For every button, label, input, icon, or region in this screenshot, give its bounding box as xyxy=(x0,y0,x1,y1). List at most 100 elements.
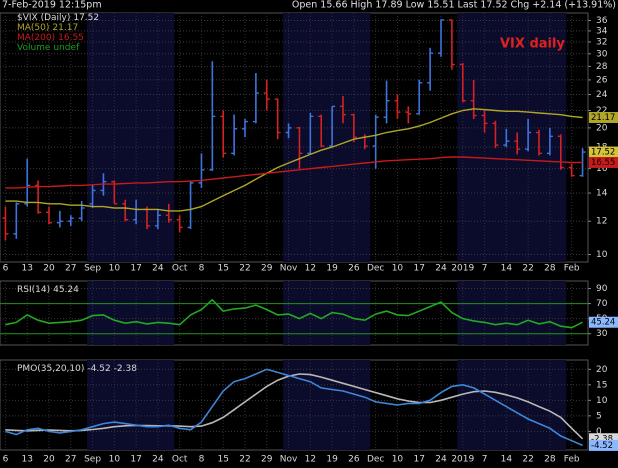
legend-text: MA(200) xyxy=(17,33,55,43)
value-tag-box xyxy=(589,146,618,158)
y-tick-label: 90 xyxy=(596,284,608,294)
legend-text: -2.38 xyxy=(114,364,138,374)
x-tick-label: 29 xyxy=(261,455,273,465)
x-tick-label: 19 xyxy=(326,455,338,465)
y-tick-label: 10 xyxy=(596,250,608,260)
header-date: 7-Feb-2019 12:15pm xyxy=(2,0,102,11)
x-tick-label: 15 xyxy=(217,264,228,274)
x-tick-label: 24 xyxy=(435,264,447,274)
y-tick-label: 22 xyxy=(596,106,607,116)
legend-entry: $VIX (Daily) 17.52 xyxy=(17,13,99,23)
y-tick-label: 15 xyxy=(596,380,607,390)
x-tick-label: 6 xyxy=(3,455,9,465)
x-tick-label: 6 xyxy=(3,264,9,274)
month-band xyxy=(457,13,567,262)
y-tick-label: 32 xyxy=(596,37,607,47)
x-tick-label: 22 xyxy=(522,264,533,274)
month-band xyxy=(87,281,175,345)
y-tick-label: 16 xyxy=(596,164,608,174)
y-tick-label: 14 xyxy=(596,189,608,199)
x-tick-label: Oct xyxy=(172,455,188,465)
x-tick-label: Nov xyxy=(280,264,298,274)
y-tick-label: 20 xyxy=(596,123,608,133)
value-tag: -4.52 xyxy=(591,441,613,451)
header-quote: Open 15.66 High 17.89 Low 15.51 Last 17.… xyxy=(292,0,616,11)
x-tick-label: 13 xyxy=(21,455,32,465)
legend-entry: MA(200) 16.55 xyxy=(17,33,84,43)
x-tick-label: 14 xyxy=(501,455,513,465)
x-tick-label: Feb xyxy=(564,264,580,274)
month-band xyxy=(457,281,567,345)
x-tick-label: 15 xyxy=(217,455,228,465)
x-tick-label: 28 xyxy=(544,264,556,274)
value-tag-box xyxy=(589,111,618,123)
legend-text: Volume undef xyxy=(17,43,80,53)
value-tag: 17.52 xyxy=(591,148,615,158)
y-tick-label: 34 xyxy=(596,26,608,36)
x-tick-label: 22 xyxy=(239,264,250,274)
y-tick-label: 10 xyxy=(596,396,608,406)
x-tick-label: 2019 xyxy=(451,455,474,465)
month-band xyxy=(87,360,175,450)
x-tick-label: 12 xyxy=(305,264,316,274)
x-tick-label: 17 xyxy=(130,264,141,274)
x-tick-label: 17 xyxy=(413,455,424,465)
value-tag: 16.55 xyxy=(591,158,615,168)
series-line xyxy=(5,108,583,212)
x-tick-label: 7 xyxy=(482,455,488,465)
x-tick-label: 20 xyxy=(43,455,55,465)
month-band xyxy=(283,281,371,345)
x-tick-label: 17 xyxy=(130,455,141,465)
x-tick-label: 10 xyxy=(392,455,404,465)
legend-text: 16.55 xyxy=(58,33,84,43)
x-tick-label: Dec xyxy=(367,264,384,274)
value-tag: 21.17 xyxy=(591,113,615,123)
legend-text: MA(50) xyxy=(17,23,49,33)
x-tick-label: 17 xyxy=(413,264,424,274)
x-tick-label: 20 xyxy=(43,264,55,274)
x-tick-label: 24 xyxy=(152,264,164,274)
y-tick-label: 70 xyxy=(596,299,608,309)
month-band xyxy=(283,13,371,262)
x-tick-label: 10 xyxy=(392,264,404,274)
value-tag: 45.24 xyxy=(591,318,615,328)
y-tick-label: 28 xyxy=(596,62,608,72)
legend-text: 21.17 xyxy=(52,23,78,33)
series-line xyxy=(5,373,584,440)
y-tick-label: 0 xyxy=(596,427,602,437)
x-tick-label: 26 xyxy=(348,455,360,465)
x-tick-label: 12 xyxy=(305,455,316,465)
legend-text: 45.24 xyxy=(53,285,79,295)
x-tick-label: 13 xyxy=(21,264,32,274)
y-tick-label: 30 xyxy=(596,49,608,59)
x-tick-label: 22 xyxy=(239,455,250,465)
y-tick-label: 26 xyxy=(596,75,608,85)
x-tick-label: Nov xyxy=(280,455,298,465)
legend-entry: MA(50) 21.17 xyxy=(17,23,78,33)
x-tick-label: 27 xyxy=(65,455,76,465)
x-tick-label: 26 xyxy=(348,264,360,274)
x-tick-label: 10 xyxy=(109,264,121,274)
x-tick-label: Sep xyxy=(84,455,101,465)
x-tick-label: Dec xyxy=(367,455,384,465)
annotation: VIX daily xyxy=(500,37,565,52)
legend-entry: RSI(14) 45.24 xyxy=(17,285,79,295)
legend-text: $VIX (Daily) xyxy=(17,13,70,23)
month-band xyxy=(87,13,175,262)
x-tick-label: 7 xyxy=(482,264,488,274)
x-tick-label: Oct xyxy=(172,264,188,274)
y-tick-label: 12 xyxy=(596,217,607,227)
x-tick-label: 27 xyxy=(65,264,76,274)
x-tick-label: 14 xyxy=(501,264,513,274)
x-tick-label: 8 xyxy=(199,455,205,465)
y-tick-label: 36 xyxy=(596,16,608,26)
y-tick-label: 30 xyxy=(596,329,608,339)
series-line xyxy=(5,156,583,189)
x-tick-label: 22 xyxy=(522,455,533,465)
legend-text: RSI(14) xyxy=(17,285,50,295)
x-tick-label: 29 xyxy=(261,264,273,274)
x-tick-label: 24 xyxy=(435,455,447,465)
x-tick-label: Sep xyxy=(84,264,101,274)
y-tick-label: 5 xyxy=(596,411,602,421)
